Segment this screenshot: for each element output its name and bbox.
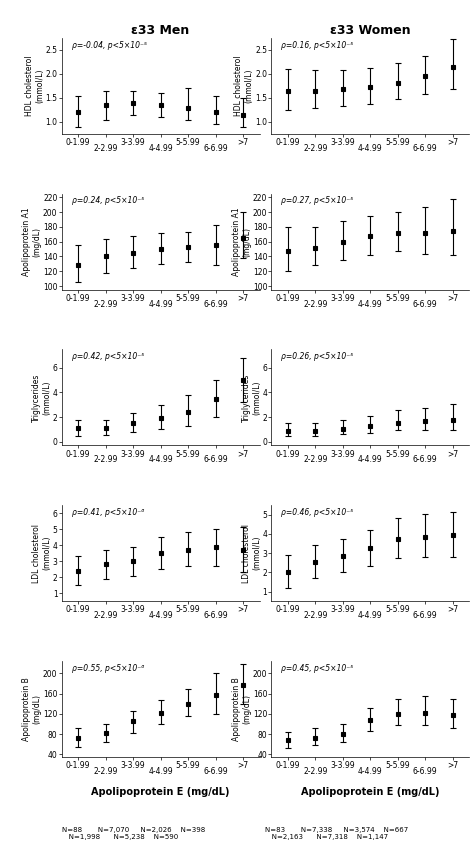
Text: N=88       N=7,070     N=2,026    N=398
   N=1,998      N=5,238    N=590: N=88 N=7,070 N=2,026 N=398 N=1,998 N=5,2…: [62, 828, 205, 840]
Y-axis label: LDL cholesterol
(mmol/L): LDL cholesterol (mmol/L): [32, 524, 51, 583]
Text: ρ=0.55, p<5×10⁻⁶: ρ=0.55, p<5×10⁻⁶: [72, 664, 144, 673]
Y-axis label: HDL cholesterol
(mmol/L): HDL cholesterol (mmol/L): [25, 56, 44, 116]
Text: ρ=0.45, p<5×10⁻⁵: ρ=0.45, p<5×10⁻⁵: [281, 664, 354, 673]
Text: ρ=-0.04, p<5×10⁻⁵: ρ=-0.04, p<5×10⁻⁵: [72, 40, 146, 50]
Text: ρ=0.46, p<5×10⁻⁵: ρ=0.46, p<5×10⁻⁵: [281, 508, 354, 517]
Y-axis label: Apolipoprotein A1
(mg/dL): Apolipoprotein A1 (mg/dL): [232, 208, 251, 276]
Y-axis label: Triglycerides
(mmol/L): Triglycerides (mmol/L): [242, 373, 261, 421]
Text: ρ=0.24, p<5×10⁻⁵: ρ=0.24, p<5×10⁻⁵: [72, 197, 144, 205]
Text: ρ=0.27, p<5×10⁻⁵: ρ=0.27, p<5×10⁻⁵: [281, 197, 354, 205]
Title: ε33 Men: ε33 Men: [131, 24, 190, 37]
Y-axis label: Apolipoprotein B
(mg/dL): Apolipoprotein B (mg/dL): [232, 677, 251, 741]
Title: ε33 Women: ε33 Women: [330, 24, 410, 37]
Y-axis label: LDL cholesterol
(mmol/L): LDL cholesterol (mmol/L): [242, 524, 261, 583]
Y-axis label: Apolipoprotein A1
(mg/dL): Apolipoprotein A1 (mg/dL): [22, 208, 42, 276]
Text: ρ=0.41, p<5×10⁻⁶: ρ=0.41, p<5×10⁻⁶: [72, 508, 144, 517]
Y-axis label: Triglycerides
(mmol/L): Triglycerides (mmol/L): [32, 373, 51, 421]
Y-axis label: Apolipoprotein B
(mg/dL): Apolipoprotein B (mg/dL): [22, 677, 42, 741]
Text: ρ=0.26, p<5×10⁻⁵: ρ=0.26, p<5×10⁻⁵: [281, 352, 354, 361]
Y-axis label: HDL cholesterol
(mmol/L): HDL cholesterol (mmol/L): [235, 56, 254, 116]
X-axis label: Apolipoprotein E (mg/dL): Apolipoprotein E (mg/dL): [301, 787, 439, 797]
Text: N=83       N=7,338     N=3,574    N=667
   N=2,163      N=7,318    N=1,147: N=83 N=7,338 N=3,574 N=667 N=2,163 N=7,3…: [265, 828, 409, 840]
Text: ρ=0.16, p<5×10⁻⁵: ρ=0.16, p<5×10⁻⁵: [281, 40, 354, 50]
Text: ρ=0.42, p<5×10⁻⁵: ρ=0.42, p<5×10⁻⁵: [72, 352, 144, 361]
X-axis label: Apolipoprotein E (mg/dL): Apolipoprotein E (mg/dL): [91, 787, 230, 797]
